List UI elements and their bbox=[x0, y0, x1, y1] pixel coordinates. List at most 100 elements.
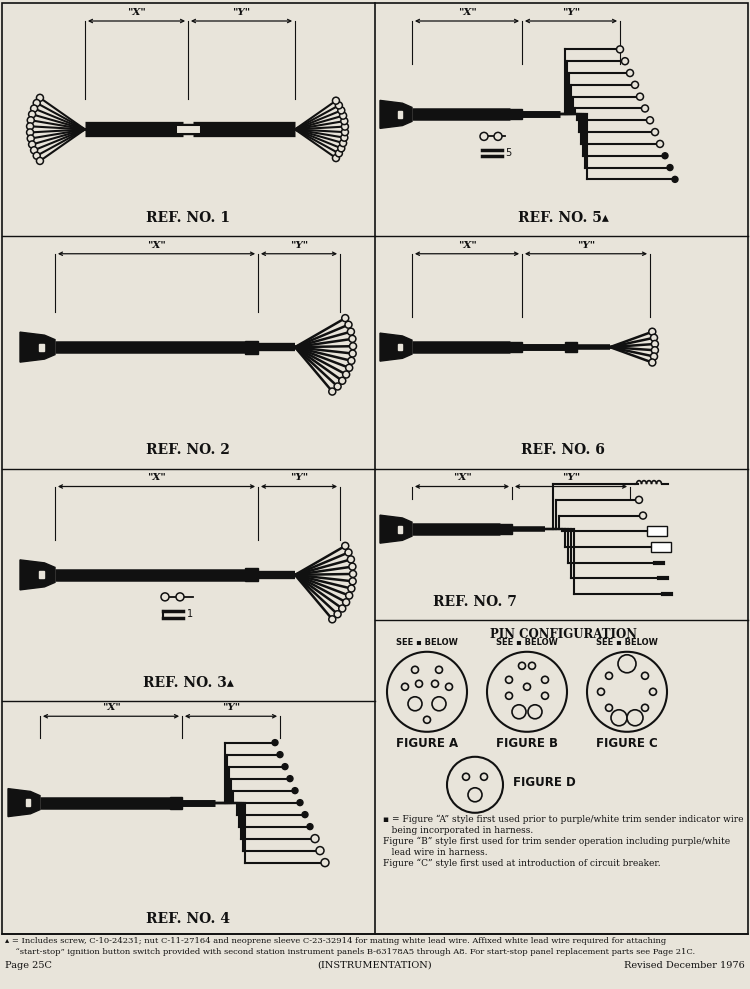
Circle shape bbox=[506, 676, 512, 683]
Text: REF. NO. 2: REF. NO. 2 bbox=[146, 443, 230, 458]
Circle shape bbox=[468, 788, 482, 802]
Circle shape bbox=[412, 667, 419, 674]
Circle shape bbox=[349, 335, 356, 342]
Circle shape bbox=[640, 512, 646, 519]
Circle shape bbox=[627, 710, 643, 726]
Circle shape bbox=[446, 683, 452, 690]
Bar bbox=[182, 125, 194, 135]
Circle shape bbox=[512, 705, 526, 719]
Circle shape bbox=[480, 133, 488, 140]
Circle shape bbox=[524, 683, 530, 690]
Circle shape bbox=[332, 154, 340, 161]
Circle shape bbox=[346, 364, 352, 371]
Circle shape bbox=[424, 716, 430, 723]
Text: Page 25C: Page 25C bbox=[5, 961, 52, 970]
Bar bbox=[500, 524, 512, 534]
Polygon shape bbox=[380, 515, 412, 543]
Polygon shape bbox=[20, 560, 55, 589]
Circle shape bbox=[287, 775, 293, 781]
Text: "Y": "Y" bbox=[562, 474, 580, 483]
Circle shape bbox=[341, 129, 349, 135]
Bar bbox=[170, 796, 182, 809]
Circle shape bbox=[416, 680, 422, 687]
Circle shape bbox=[340, 118, 348, 125]
Text: FIGURE B: FIGURE B bbox=[496, 737, 558, 750]
Circle shape bbox=[342, 542, 349, 549]
Circle shape bbox=[350, 578, 356, 584]
Circle shape bbox=[316, 847, 324, 854]
Circle shape bbox=[481, 773, 488, 780]
Circle shape bbox=[350, 343, 356, 350]
Text: REF. NO. 4: REF. NO. 4 bbox=[146, 912, 230, 926]
Circle shape bbox=[652, 129, 658, 135]
Bar bbox=[647, 526, 667, 536]
Circle shape bbox=[436, 667, 442, 674]
Text: "Y": "Y" bbox=[290, 240, 308, 250]
Circle shape bbox=[672, 176, 678, 182]
Circle shape bbox=[340, 112, 346, 119]
Circle shape bbox=[328, 616, 336, 623]
Text: "Y": "Y" bbox=[232, 8, 250, 17]
Text: Figure “B” style first used for trim sender operation including purple/white: Figure “B” style first used for trim sen… bbox=[383, 837, 730, 847]
Text: "X": "X" bbox=[147, 474, 166, 483]
Bar bbox=[651, 542, 671, 552]
Circle shape bbox=[28, 111, 35, 118]
Circle shape bbox=[349, 563, 356, 570]
Circle shape bbox=[272, 740, 278, 746]
Circle shape bbox=[518, 663, 526, 670]
Bar bbox=[510, 342, 522, 352]
Text: "X": "X" bbox=[458, 240, 476, 250]
Text: (INSTRUMENTATION): (INSTRUMENTATION) bbox=[318, 961, 432, 970]
Circle shape bbox=[542, 692, 548, 699]
Text: "Y": "Y" bbox=[222, 703, 240, 712]
Circle shape bbox=[611, 710, 627, 726]
Polygon shape bbox=[380, 100, 412, 129]
Text: FIGURE A: FIGURE A bbox=[396, 737, 458, 750]
Circle shape bbox=[542, 676, 548, 683]
Text: 5: 5 bbox=[505, 148, 512, 158]
Circle shape bbox=[33, 100, 40, 107]
Text: SEE ▪ BELOW: SEE ▪ BELOW bbox=[396, 638, 458, 647]
Text: SEE ▪ BELOW: SEE ▪ BELOW bbox=[596, 638, 658, 647]
Circle shape bbox=[347, 556, 355, 563]
Circle shape bbox=[31, 105, 38, 112]
Circle shape bbox=[649, 359, 656, 366]
Circle shape bbox=[302, 812, 308, 818]
Circle shape bbox=[408, 697, 422, 711]
Circle shape bbox=[282, 764, 288, 769]
Circle shape bbox=[401, 683, 409, 690]
Circle shape bbox=[27, 135, 34, 142]
Text: lead wire in harness.: lead wire in harness. bbox=[383, 848, 488, 856]
Circle shape bbox=[641, 673, 649, 679]
Circle shape bbox=[646, 117, 653, 124]
Circle shape bbox=[332, 97, 340, 104]
Circle shape bbox=[622, 57, 628, 64]
Bar bbox=[510, 110, 522, 120]
Text: REF. NO. 5▴: REF. NO. 5▴ bbox=[518, 211, 608, 225]
Text: being incorporated in harness.: being incorporated in harness. bbox=[383, 826, 533, 835]
Circle shape bbox=[463, 773, 470, 780]
Circle shape bbox=[297, 800, 303, 806]
Text: Figure “C” style first used at introduction of circuit breaker.: Figure “C” style first used at introduct… bbox=[383, 858, 661, 868]
Circle shape bbox=[343, 371, 350, 378]
Circle shape bbox=[487, 652, 567, 732]
Circle shape bbox=[342, 315, 349, 321]
Circle shape bbox=[345, 321, 352, 328]
Circle shape bbox=[652, 340, 658, 347]
Text: REF. NO. 1: REF. NO. 1 bbox=[146, 211, 230, 225]
Circle shape bbox=[431, 680, 439, 687]
Text: "Y": "Y" bbox=[562, 8, 580, 17]
Circle shape bbox=[649, 328, 656, 335]
Circle shape bbox=[432, 697, 446, 711]
Polygon shape bbox=[398, 344, 402, 350]
Text: 1: 1 bbox=[187, 609, 194, 619]
Circle shape bbox=[339, 377, 346, 385]
Circle shape bbox=[494, 133, 502, 140]
Text: "Y": "Y" bbox=[577, 240, 595, 250]
Circle shape bbox=[650, 688, 656, 695]
Circle shape bbox=[292, 787, 298, 793]
Circle shape bbox=[650, 353, 658, 360]
Circle shape bbox=[321, 858, 329, 866]
Text: “start-stop” ignition button switch provided with second station instrument pane: “start-stop” ignition button switch prov… bbox=[5, 948, 695, 956]
Circle shape bbox=[662, 152, 668, 159]
